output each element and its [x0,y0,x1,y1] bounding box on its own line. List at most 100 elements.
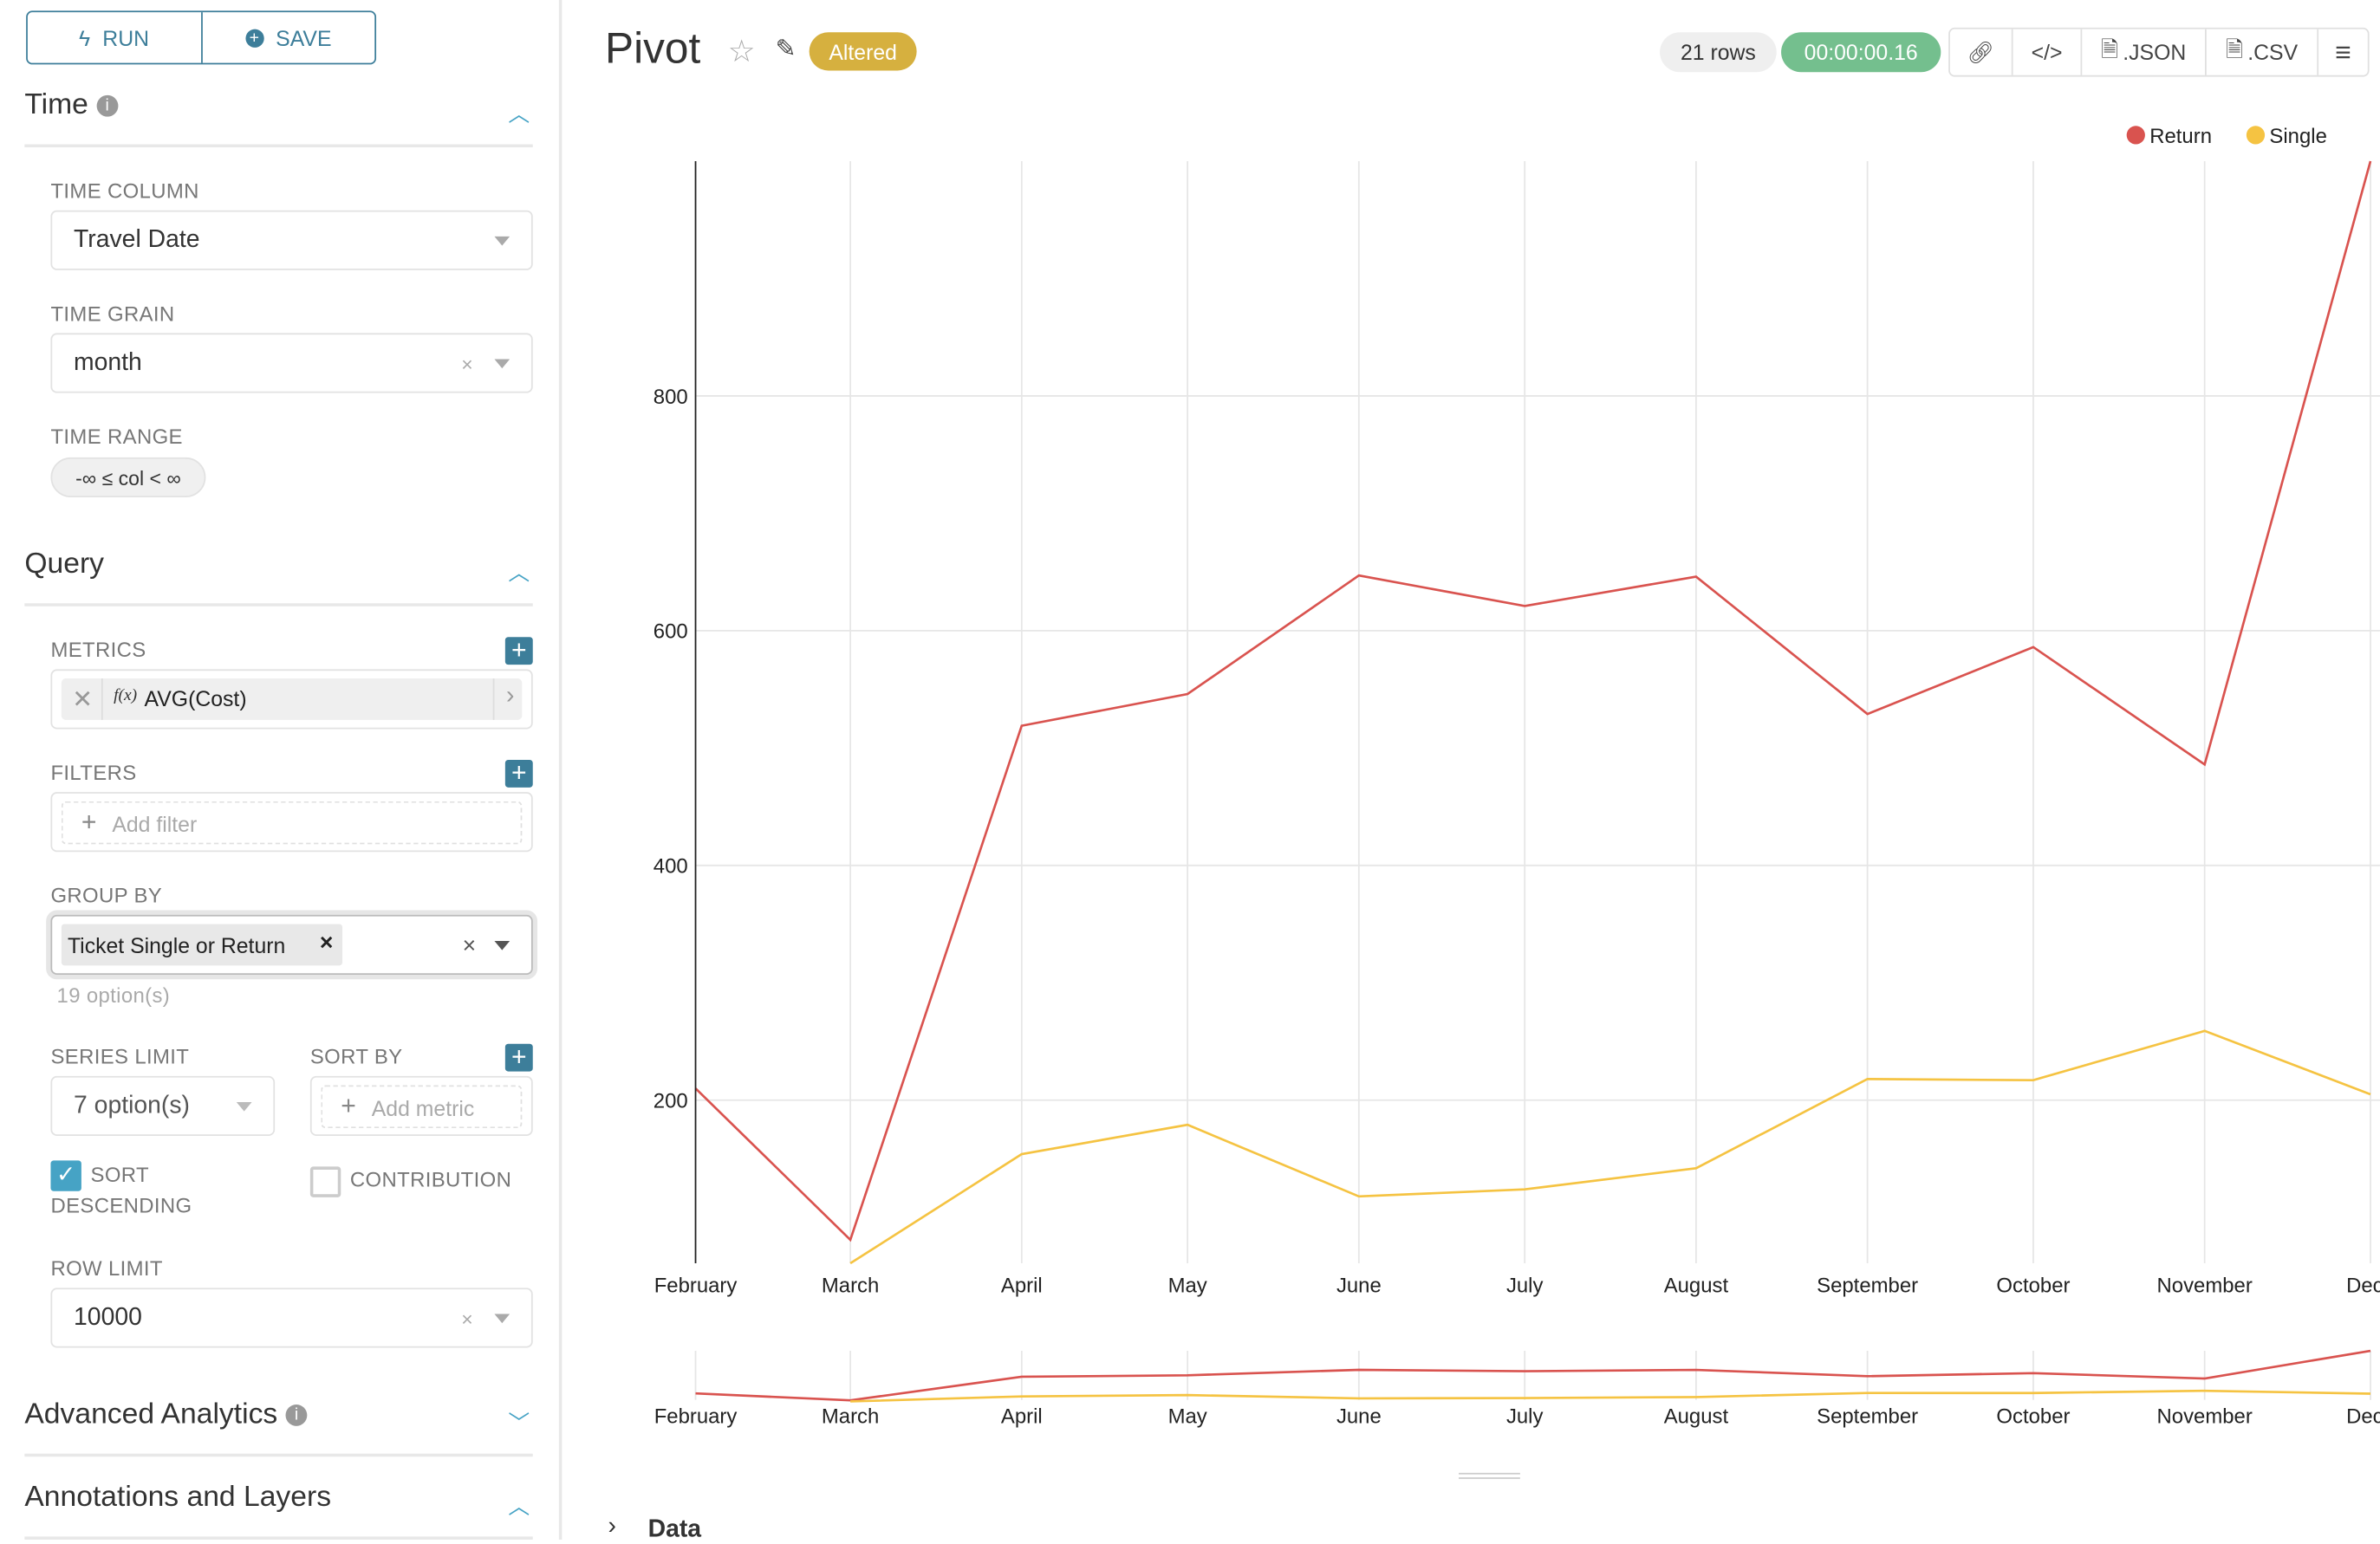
group-by-label: GROUP BY [50,884,163,908]
group-by-tag[interactable]: Ticket Single or Return × [61,924,343,966]
timer-badge: 00:00:00.16 [1781,32,1941,73]
add-sort-plus-icon[interactable]: + [504,1044,533,1072]
annotations-header[interactable]: Annotations and Layers ︿ [24,1482,533,1540]
row-count-badge: 21 rows [1660,32,1777,73]
chevron-up-icon[interactable]: ︿ [508,1493,530,1519]
brush-x-tick-label: September [1817,1405,1918,1428]
brush-x-tick-label: June [1336,1405,1382,1428]
altered-badge[interactable]: Altered [809,32,917,71]
chevron-up-icon[interactable]: ︿ [508,560,530,585]
add-filter-plus-icon[interactable]: + [504,760,533,788]
brush-x-tick-label: November [2157,1405,2253,1428]
x-tick-label: May [1168,1275,1207,1298]
legend-single-marker[interactable] [2246,126,2266,145]
group-by-select[interactable]: Ticket Single or Return × × [50,914,533,975]
x-tick-label: Dece [2346,1275,2380,1298]
x-tick-label: March [822,1275,879,1298]
add-filter-button[interactable]: + Add filter [61,801,523,845]
caret-down-icon [236,1102,252,1112]
chart-legend: Return Single [2126,125,2327,148]
file-code-icon: 🗎 [2100,36,2118,62]
time-range-label: TIME RANGE [50,425,183,449]
query-section-header[interactable]: Query ︿ [24,548,533,607]
control-panel: ϟ RUN + SAVE Time i ︿ TIME COLUMN Travel D… [0,0,562,1540]
menu-icon[interactable]: ≡ [2317,29,2367,75]
legend-return-label[interactable]: Return [2149,125,2212,148]
caret-down-icon [494,1314,510,1324]
x-tick-label: July [1506,1275,1544,1298]
run-save-group: ϟ RUN + SAVE [26,10,377,65]
metric-tag[interactable]: ✕ f(x) AVG(Cost) › [61,678,523,720]
export-json-button[interactable]: 🗎 .JSON [2080,29,2205,75]
brush-series-line-return [695,1349,2371,1402]
chevron-right-icon[interactable]: › [506,683,515,710]
info-icon: i [285,1405,308,1426]
chevron-right-icon[interactable]: › [608,1513,616,1540]
series-limit-select[interactable]: 7 option(s) [50,1075,276,1136]
advanced-analytics-header[interactable]: Advanced Analytics i ﹀ [24,1398,533,1457]
edit-icon[interactable]: ✎ [775,36,797,63]
x-tick-label: September [1817,1275,1918,1298]
page-title[interactable]: Pivot [605,24,701,73]
chevron-up-icon[interactable]: ︿ [508,101,530,127]
time-grain-label: TIME GRAIN [50,302,175,326]
clear-icon[interactable]: × [461,353,473,377]
caret-down-icon [494,236,510,246]
save-button[interactable]: + SAVE [200,12,374,63]
plus-circle-icon: + [244,28,263,48]
brush-x-tick-label: July [1506,1405,1544,1428]
filters-field: + Add filter [50,792,533,853]
add-metric-button[interactable]: + Add metric [321,1085,523,1129]
series-line-single [849,1029,2371,1265]
file-text-icon: 🗎 [2225,36,2243,62]
info-icon: i [96,94,119,117]
time-grain-select[interactable]: month × [50,333,533,393]
y-tick-label: 400 [654,855,688,879]
data-section-toggle[interactable]: Data [647,1516,702,1543]
remove-metric-icon[interactable]: ✕ [72,687,94,714]
series-limit-label: SERIES LIMIT [50,1045,190,1069]
bolt-icon: ϟ [78,25,91,50]
brush-x-tick-label: February [654,1405,738,1428]
x-tick-label: February [654,1275,738,1298]
row-limit-select[interactable]: 10000 × [50,1288,533,1348]
metrics-label: METRICS [50,638,146,662]
metrics-field[interactable]: ✕ f(x) AVG(Cost) › [50,669,533,730]
brush-x-tick-label: March [822,1405,879,1428]
time-section-header[interactable]: Time i ︿ [24,89,533,148]
plus-icon: + [341,1091,356,1121]
x-tick-label: November [2157,1275,2253,1298]
embed-code-icon[interactable]: </> [2011,29,2081,75]
plus-icon: + [81,807,97,837]
legend-single-label[interactable]: Single [2269,125,2326,148]
x-tick-label: October [1996,1275,2070,1298]
link-icon[interactable]: 🔗︎ [1967,39,1995,64]
y-tick-label: 200 [654,1090,688,1113]
remove-tag-icon[interactable]: × [319,930,334,957]
export-csv-button[interactable]: 🗎 .CSV [2205,29,2317,75]
brush-x-tick-label: May [1168,1405,1207,1428]
add-metric-plus-icon[interactable]: + [504,637,533,665]
star-icon[interactable]: ☆ [727,35,756,69]
caret-down-icon [494,940,510,950]
clear-icon[interactable]: × [461,1307,473,1331]
contribution-checkbox[interactable] [309,1166,341,1197]
series-line-return [694,160,2372,1242]
legend-return-marker[interactable] [2126,126,2145,145]
brush-x-tick-label: April [1001,1405,1043,1428]
chevron-down-icon[interactable]: ﹀ [508,1411,530,1436]
sort-descending-checkbox[interactable]: ✓ [50,1160,81,1191]
x-tick-label: June [1336,1275,1382,1298]
row-limit-label: ROW LIMIT [50,1256,163,1281]
sort-by-field: + Add metric [309,1075,533,1136]
filters-label: FILTERS [50,761,137,785]
time-column-select[interactable]: Travel Date [50,210,533,270]
run-button[interactable]: ϟ RUN [78,25,150,50]
x-tick-label: August [1664,1275,1729,1298]
time-range-pill[interactable]: -∞ ≤ col < ∞ [50,457,206,497]
clear-icon[interactable]: × [462,933,477,960]
caret-down-icon [494,359,510,369]
brush-x-tick-label: August [1664,1405,1729,1428]
chart-toolbar: 🔗︎ </> 🗎 .JSON 🗎 .CSV ≡ [1948,27,2370,77]
